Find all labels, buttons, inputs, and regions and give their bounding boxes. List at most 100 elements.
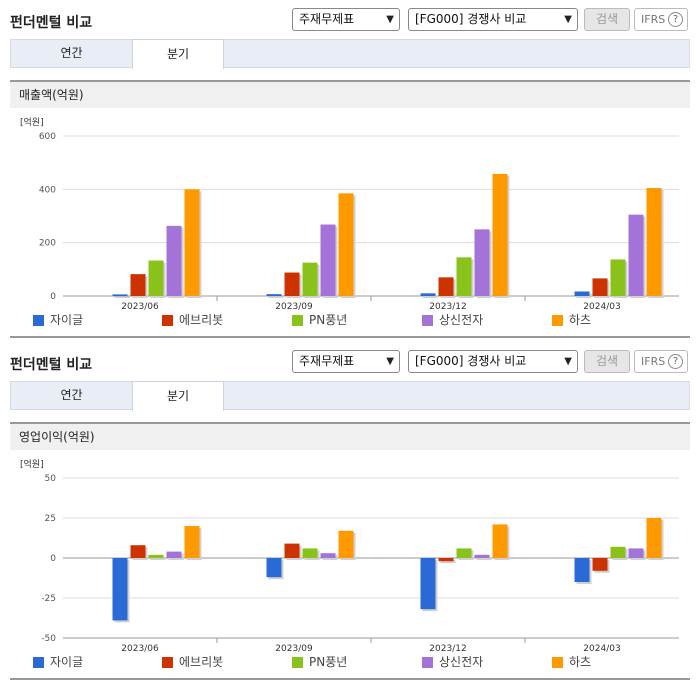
divider	[10, 336, 690, 338]
legend-label: PN풍년	[309, 655, 348, 669]
legend-swatch	[162, 657, 173, 668]
bar-자이글-2023/06	[112, 294, 128, 296]
bar-자이글-2024/03	[574, 291, 590, 296]
bar-하츠-2023/06	[184, 526, 200, 558]
compare-select-value: [FG000] 경쟁사 비교	[415, 12, 527, 26]
bar-에브리봇-2023/09	[284, 272, 300, 296]
x-tick-label: 2023/09	[275, 302, 313, 310]
ifrs-label: IFRS	[641, 13, 666, 26]
panel-title: 펀더멘털 비교	[10, 357, 93, 373]
ifrs-label: IFRS	[641, 355, 666, 368]
tab-quarterly[interactable]: 분기	[132, 381, 224, 411]
panel-title: 펀더멘털 비교	[10, 15, 93, 31]
statement-select-value: 주재무제표	[299, 354, 355, 368]
bar-PN풍년-2023/06	[148, 260, 164, 296]
bar-에브리봇-2024/03	[592, 278, 608, 296]
legend-swatch	[162, 315, 173, 326]
fundamental-panel-sales: 펀더멘털 비교 주재무제표 ▼ [FG000] 경쟁사 비교 ▼ 검색 IFRS…	[0, 0, 696, 338]
bar-자이글-2024/03	[574, 558, 590, 582]
search-button[interactable]: 검색	[584, 350, 630, 373]
bar-에브리봇-2024/03	[592, 558, 608, 571]
compare-select[interactable]: [FG000] 경쟁사 비교 ▼	[408, 350, 578, 373]
bar-에브리봇-2023/06	[130, 545, 146, 558]
divider	[10, 678, 690, 680]
tab-annual[interactable]: 연간	[60, 388, 83, 402]
legend-label: 상신전자	[439, 313, 484, 327]
compare-select[interactable]: [FG000] 경쟁사 비교 ▼	[408, 8, 578, 31]
chart-legend: 자이글 에브리봇 PN풍년 상신전자 하츠	[0, 653, 696, 673]
bar-shadow	[114, 296, 130, 298]
chevron-down-icon: ▼	[564, 14, 572, 25]
ifrs-button[interactable]: IFRS ?	[634, 350, 688, 373]
legend-swatch	[33, 315, 44, 326]
bar-shadow	[422, 295, 438, 298]
legend-swatch	[292, 657, 303, 668]
bar-에브리봇-2023/06	[130, 274, 146, 296]
bar-하츠-2024/03	[646, 188, 662, 296]
bar-상신전자-2023/06	[166, 225, 182, 296]
search-button[interactable]: 검색	[584, 8, 630, 31]
legend-swatch	[422, 315, 433, 326]
bar-상신전자-2023/09	[320, 553, 336, 558]
legend-swatch	[552, 657, 563, 668]
statement-select[interactable]: 주재무제표 ▼	[292, 8, 400, 31]
y-tick-label: 50	[45, 474, 57, 484]
legend-label: 하츠	[569, 313, 592, 327]
y-tick-label: 400	[39, 185, 56, 195]
bar-자이글-2023/12	[420, 293, 436, 296]
legend-label: 에브리봇	[179, 655, 224, 669]
bar-PN풍년-2023/09	[302, 548, 318, 558]
bar-shadow	[268, 296, 284, 298]
x-tick-label: 2023/06	[121, 644, 159, 652]
bar-자이글-2023/06	[112, 558, 128, 621]
legend-swatch	[552, 315, 563, 326]
y-unit-label: [억원]	[20, 116, 44, 128]
bar-PN풍년-2023/09	[302, 262, 318, 296]
legend-swatch	[292, 315, 303, 326]
bar-shadow	[476, 556, 492, 560]
tab-quarterly[interactable]: 분기	[132, 39, 224, 69]
y-tick-label: 0	[50, 554, 56, 564]
bar-하츠-2023/06	[184, 189, 200, 296]
bar-상신전자-2023/12	[474, 229, 490, 296]
bar-상신전자-2023/06	[166, 551, 182, 558]
bar-shadow	[150, 556, 166, 560]
sales-bar-chart: [억원] 0 200 400 600 2023/06 2023/09 2023/12 2024/…	[20, 116, 679, 310]
compare-select-value: [FG000] 경쟁사 비교	[415, 354, 527, 368]
panel-header: 펀더멘털 비교 주재무제표 ▼ [FG000] 경쟁사 비교 ▼ 검색 IFRS…	[0, 0, 696, 38]
bar-PN풍년-2023/06	[148, 554, 164, 558]
bar-상신전자-2024/03	[628, 214, 644, 296]
bar-자이글-2023/09	[266, 558, 282, 578]
bar-에브리봇-2023/09	[284, 543, 300, 558]
bar-하츠-2023/12	[492, 524, 508, 558]
chevron-down-icon: ▼	[386, 356, 394, 367]
chevron-down-icon: ▼	[386, 14, 394, 25]
bar-shadow	[440, 560, 456, 564]
legend-label: 에브리봇	[179, 313, 224, 327]
x-tick-label: 2023/09	[275, 644, 313, 652]
metric-label: 영업이익(억원)	[10, 422, 690, 450]
chart-legend: 자이글 에브리봇 PN풍년 상신전자 하츠	[0, 311, 696, 331]
tab-annual[interactable]: 연간	[60, 46, 83, 60]
help-icon[interactable]: ?	[668, 354, 683, 369]
bar-에브리봇-2023/12	[438, 277, 454, 296]
help-icon[interactable]: ?	[668, 12, 683, 27]
bar-PN풍년-2024/03	[610, 546, 626, 558]
y-tick-label: 25	[45, 514, 56, 524]
x-tick-label: 2023/06	[121, 302, 159, 310]
bar-상신전자-2023/12	[474, 554, 490, 558]
statement-select[interactable]: 주재무제표 ▼	[292, 350, 400, 373]
bar-하츠-2023/09	[338, 193, 354, 296]
panel-header: 펀더멘털 비교 주재무제표 ▼ [FG000] 경쟁사 비교 ▼ 검색 IFRS…	[0, 342, 696, 380]
legend-swatch	[33, 657, 44, 668]
x-tick-label: 2023/12	[429, 644, 466, 652]
metric-label: 매출액(억원)	[10, 80, 690, 108]
fundamental-panel-operating-profit: 펀더멘털 비교 주재무제표 ▼ [FG000] 경쟁사 비교 ▼ 검색 IFRS…	[0, 342, 696, 684]
bar-하츠-2023/09	[338, 530, 354, 558]
period-tabs: 연간 분기	[10, 381, 690, 411]
y-tick-label: -50	[41, 634, 56, 644]
bar-상신전자-2024/03	[628, 548, 644, 558]
ifrs-button[interactable]: IFRS ?	[634, 8, 688, 31]
legend-label: 자이글	[50, 313, 84, 327]
statement-select-value: 주재무제표	[299, 12, 355, 26]
